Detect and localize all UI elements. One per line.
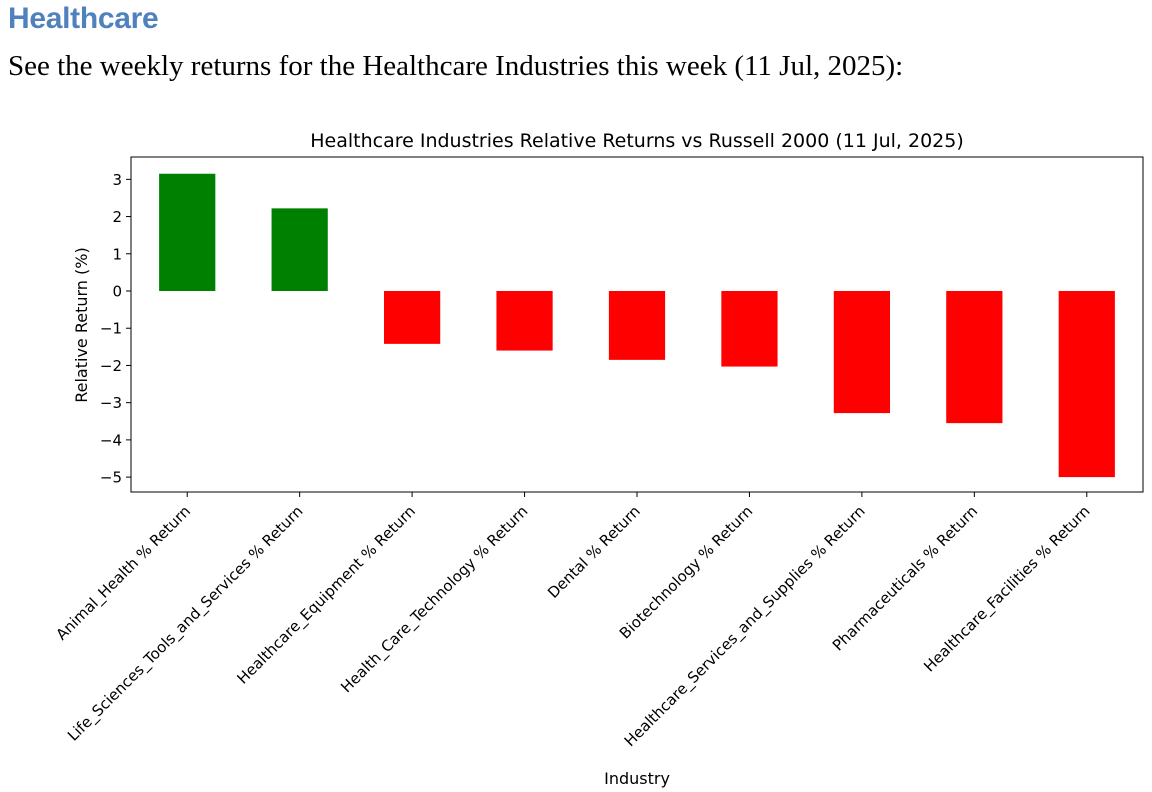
bar [608, 291, 666, 360]
x-tick-label: Health_Care_Technology % Return [337, 502, 532, 697]
x-tick-label: Dental % Return [544, 502, 644, 602]
x-tick-label: Biotechnology % Return [616, 502, 756, 642]
chart-title: Healthcare Industries Relative Returns v… [310, 130, 964, 152]
y-tick-label: −4 [100, 431, 122, 449]
x-tick-label: Healthcare_Equipment % Return [234, 502, 420, 688]
x-axis-label: Industry [604, 769, 670, 788]
x-tick-label: Healthcare_Services_and_Supplies % Retur… [621, 502, 870, 751]
y-tick-label: 1 [112, 245, 122, 263]
y-tick-label: −5 [100, 469, 122, 487]
bar [1058, 291, 1115, 478]
y-tick-label: 2 [112, 208, 122, 226]
bar [159, 173, 216, 291]
y-axis-label: Relative Return (%) [72, 247, 91, 402]
y-tick-label: 0 [112, 283, 122, 301]
bar [833, 291, 890, 414]
y-tick-label: −2 [100, 357, 122, 375]
y-tick-label: −1 [100, 320, 122, 338]
page-heading: Healthcare [8, 2, 159, 35]
bar [721, 291, 778, 367]
bar [271, 208, 328, 291]
bar [496, 291, 553, 351]
bar [946, 291, 1003, 424]
bar [384, 291, 441, 344]
y-tick-label: −3 [100, 394, 122, 412]
y-tick-label: 3 [112, 171, 122, 189]
x-tick-label: Life_Sciences_Tools_and_Services % Retur… [64, 502, 307, 745]
page-intro: See the weekly returns for the Healthcar… [8, 50, 904, 82]
